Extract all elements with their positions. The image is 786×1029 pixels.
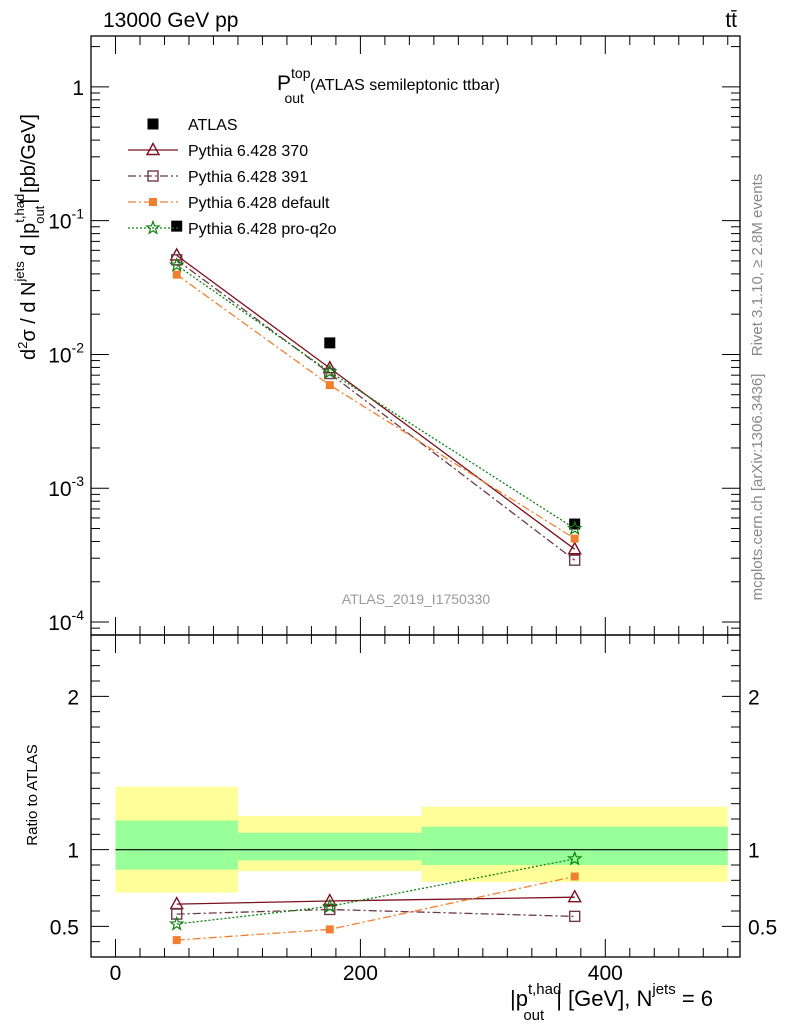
legend-marker (149, 198, 157, 206)
legend-marker (147, 118, 159, 130)
main-ytick-label: 10-2 (48, 339, 84, 367)
ratio-point-pythia-6-428-default (570, 872, 579, 881)
ratio-point-pythia-6-428-370 (567, 889, 582, 903)
energy-label: 13000 GeV pp (103, 9, 238, 32)
ratio-ytick-label-right: 1 (748, 840, 760, 863)
legend-label: Pythia 6.428 default (188, 195, 330, 212)
ratio-point-pythia-6-428-391 (324, 903, 336, 916)
main-point-pythia-6-428-pro-q2o (168, 256, 185, 272)
x-tick-label: 0 (110, 962, 122, 985)
ratio-line-pythia-6-428-pro-q2o (176, 858, 575, 925)
ratio-panel: 0.5 0.5 1 1 2 2 0 200 400 Ratio to ATLAS (24, 634, 777, 985)
legend-item-pythia-6-428-default: Pythia 6.428 default (128, 195, 330, 212)
main-ytick-label: 10-4 (48, 607, 84, 635)
main-line-pythia-6-428-default (176, 274, 576, 540)
ratio-point-pythia-6-428-default (325, 925, 334, 934)
main-point-pythia-6-428-pro-q2o (566, 520, 583, 536)
legend-label: ATLAS (188, 117, 238, 134)
legend-marker (145, 219, 161, 235)
legend-marker (147, 170, 159, 182)
main-panel: 1 10-1 10-2 10-3 10-4 Ptop out(ATLAS semilept… (12, 35, 741, 636)
legend: ATLAS Pythia 6.428 370 Pythia 6.428 391 Pyt… (128, 117, 337, 238)
ratio-point-pythia-6-428-pro-q2o (566, 850, 583, 866)
main-ylabel: d2σ / d Njets d |pt,had out| [pb/GeV] (12, 114, 47, 360)
main-ytick-label: 1 (72, 77, 84, 100)
legend-label: Pythia 6.428 391 (188, 169, 308, 186)
legend-label: Pythia 6.428 pro-q2o (188, 221, 337, 238)
main-point-pythia-6-428-391 (568, 554, 581, 566)
ratio-point-pythia-6-428-default (172, 936, 181, 945)
ratio-line-pythia-6-428-370 (176, 896, 575, 905)
legend-item-atlas: ATLAS (147, 117, 238, 134)
main-point-atlas (569, 518, 581, 530)
main-point-atlas (324, 337, 336, 349)
ratio-ylabel: Ratio to ATLAS (24, 744, 41, 845)
ratio-ytick-label-left: 1 (67, 840, 79, 863)
main-line-pythia-6-428-370 (176, 254, 576, 550)
ratio-point-pythia-6-428-370 (322, 893, 337, 907)
legend-item-pythia-6-428-pro-q2o: Pythia 6.428 pro-q2o (128, 219, 337, 238)
ratio-point-pythia-6-428-pro-q2o (168, 915, 185, 931)
ratio-point-pythia-6-428-370 (169, 896, 184, 910)
analysis-label: ATLAS_2019_I1750330 (342, 591, 491, 607)
x-tick-label: 200 (343, 962, 378, 985)
main-point-pythia-6-428-pro-q2o (321, 363, 338, 379)
ratio-line-pythia-6-428-default (176, 875, 575, 941)
x-axis-label: |pt,had out| [GeV], Njets = 6 (510, 981, 713, 1024)
ratio-frame (90, 634, 741, 958)
uncertainty-band-green (237, 832, 422, 861)
main-point-pythia-6-428-default (325, 381, 334, 390)
main-ytick-label: 10-1 (48, 206, 84, 234)
legend-item-pythia-6-428-391: Pythia 6.428 391 (128, 169, 308, 186)
main-point-pythia-6-428-default (172, 270, 181, 279)
main-point-pythia-6-428-391 (324, 367, 336, 380)
uncertainty-band-green (421, 826, 728, 865)
ratio-ytick-label-left: 0.5 (50, 916, 79, 939)
main-line-pythia-6-428-pro-q2o (176, 264, 576, 530)
main-line-pythia-6-428-391 (176, 259, 576, 561)
ratio-line-pythia-6-428-391 (176, 908, 575, 918)
main-point-pythia-6-428-default (570, 534, 579, 543)
legend-item-pythia-6-428-370: Pythia 6.428 370 (128, 142, 308, 160)
main-point-pythia-6-428-370 (567, 541, 582, 555)
uncertainty-band-green (115, 820, 238, 870)
ratio-point-pythia-6-428-391 (568, 910, 581, 923)
ratio-ytick-label-right: 2 (748, 686, 760, 709)
process-label: tt̄ (725, 9, 737, 32)
ratio-ytick-label-right: 0.5 (748, 916, 777, 939)
ratio-point-pythia-6-428-pro-q2o (321, 898, 338, 914)
rivet-label: Rivet 3.1.10, ≥ 2.8M events (749, 174, 766, 357)
ratio-ytick-label-left: 2 (67, 686, 79, 709)
legend-label: Pythia 6.428 370 (188, 143, 308, 160)
main-point-atlas (171, 220, 183, 232)
main-point-pythia-6-428-370 (322, 360, 337, 374)
mcplots-label: mcplots.cern.ch [arXiv:1306.3436] (749, 374, 766, 601)
main-point-pythia-6-428-391 (171, 254, 183, 266)
main-ytick-label: 10-3 (48, 473, 84, 501)
x-tick-label: 400 (588, 962, 623, 985)
legend-marker (145, 142, 161, 156)
main-title: Ptop out(ATLAS semileptonic ttbar) (277, 65, 500, 106)
